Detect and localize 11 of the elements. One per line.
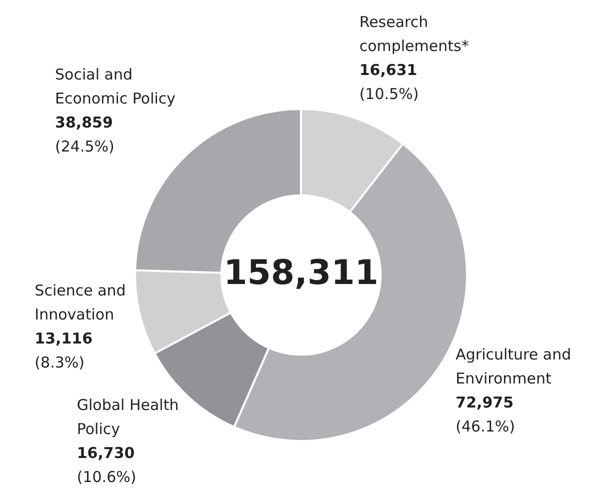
data-label: 13,116 (8.3%) (34, 329, 93, 372)
data-label: 16,730 (10.6%) (76, 444, 136, 486)
data-label: 72,975 (46.1%) (456, 394, 515, 436)
text: 158,311 (224, 252, 378, 293)
data-label: 16,631 (10.5%) (359, 61, 419, 104)
slice-label: Research complements* (359, 13, 470, 56)
slice-label: Agriculture and Environment (456, 346, 572, 388)
slice-label: Global Health Policy (76, 396, 179, 438)
data-label: 38,859 (24.5%) (55, 113, 114, 156)
slice-label: Science and Innovation (34, 281, 126, 324)
slice-label: Social and Economic Policy (55, 65, 176, 108)
